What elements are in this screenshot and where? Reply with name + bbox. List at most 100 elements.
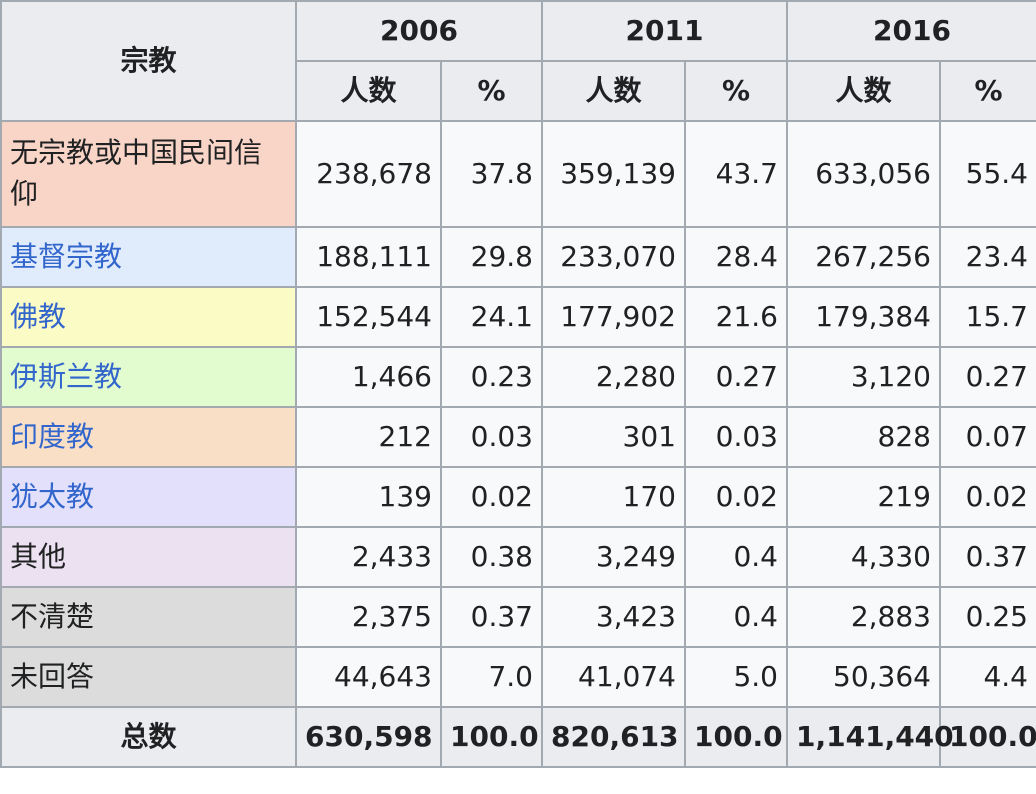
year-header-2016: 2016 <box>786 0 1036 62</box>
religion-cell[interactable]: 犹太教 <box>0 466 297 528</box>
count-2016-cell: 219 <box>786 466 941 528</box>
table-row: 未回答 44,643 7.0 41,074 5.0 50,364 4.4 <box>0 646 1036 708</box>
percent-2016-cell: 0.07 <box>939 406 1036 468</box>
total-count-2016: 1,141,440 <box>786 706 954 768</box>
count-2006-cell: 152,544 <box>295 286 442 348</box>
count-header: 人数 <box>295 60 442 122</box>
table-row: 其他 2,433 0.38 3,249 0.4 4,330 0.37 <box>0 526 1036 588</box>
percent-2011-cell: 0.27 <box>684 346 788 408</box>
percent-2006-cell: 0.37 <box>440 586 543 648</box>
count-2006-cell: 44,643 <box>295 646 442 708</box>
count-2016-cell: 2,883 <box>786 586 941 648</box>
religion-cell[interactable]: 印度教 <box>0 406 297 468</box>
count-2011-cell: 359,139 <box>541 120 686 228</box>
count-2006-cell: 139 <box>295 466 442 528</box>
percent-header: % <box>939 60 1036 122</box>
count-2011-cell: 170 <box>541 466 686 528</box>
religion-link[interactable]: 印度教 <box>10 419 95 453</box>
religion-link[interactable]: 佛教 <box>10 299 67 333</box>
table-row: 伊斯兰教 1,466 0.23 2,280 0.27 3,120 0.27 <box>0 346 1036 408</box>
percent-2006-cell: 7.0 <box>440 646 543 708</box>
count-2011-cell: 3,249 <box>541 526 686 588</box>
count-2016-cell: 50,364 <box>786 646 941 708</box>
religion-label: 未回答 <box>10 659 95 693</box>
table-row: 基督宗教 188,111 29.8 233,070 28.4 267,256 23.4 <box>0 226 1036 288</box>
total-count-2006: 630,598 <box>295 706 442 768</box>
percent-header: % <box>440 60 543 122</box>
percent-2011-cell: 0.4 <box>684 586 788 648</box>
count-header: 人数 <box>541 60 686 122</box>
percent-2016-cell: 0.25 <box>939 586 1036 648</box>
total-label: 总数 <box>0 706 297 768</box>
header-row-years: 宗教 2006 2011 2016 <box>0 0 1036 122</box>
percent-2011-cell: 28.4 <box>684 226 788 288</box>
percent-2011-cell: 43.7 <box>684 120 788 228</box>
percent-2016-cell: 0.27 <box>939 346 1036 408</box>
year-header-2011: 2011 <box>541 0 788 62</box>
religion-cell[interactable]: 佛教 <box>0 286 297 348</box>
percent-2006-cell: 0.02 <box>440 466 543 528</box>
percent-2016-cell: 0.37 <box>939 526 1036 588</box>
religion-cell[interactable]: 基督宗教 <box>0 226 297 288</box>
count-2006-cell: 2,433 <box>295 526 442 588</box>
religion-link[interactable]: 基督宗教 <box>10 239 123 273</box>
count-2011-cell: 3,423 <box>541 586 686 648</box>
religion-label: 无宗教或中国民间信仰 <box>10 136 263 210</box>
count-2016-cell: 3,120 <box>786 346 941 408</box>
table-row: 佛教 152,544 24.1 177,902 21.6 179,384 15.7 <box>0 286 1036 348</box>
religion-cell: 未回答 <box>0 646 297 708</box>
count-2016-cell: 179,384 <box>786 286 941 348</box>
religion-label: 其他 <box>10 539 67 573</box>
total-percent-2016: 100.0 <box>939 706 1036 768</box>
count-2016-cell: 4,330 <box>786 526 941 588</box>
religion-census-table: 宗教 2006 2011 2016 人数 % 人数 % 人数 % 无宗教或中国民… <box>0 0 1036 768</box>
percent-header: % <box>684 60 788 122</box>
count-header: 人数 <box>786 60 941 122</box>
count-2006-cell: 212 <box>295 406 442 468</box>
count-2016-cell: 828 <box>786 406 941 468</box>
percent-2016-cell: 4.4 <box>939 646 1036 708</box>
count-2011-cell: 2,280 <box>541 346 686 408</box>
percent-2011-cell: 0.02 <box>684 466 788 528</box>
table-row: 无宗教或中国民间信仰 238,678 37.8 359,139 43.7 633,056 5… <box>0 120 1036 228</box>
percent-2011-cell: 0.03 <box>684 406 788 468</box>
total-percent-2006: 100.0 <box>440 706 543 768</box>
count-2011-cell: 177,902 <box>541 286 686 348</box>
count-2011-cell: 301 <box>541 406 686 468</box>
percent-2016-cell: 0.02 <box>939 466 1036 528</box>
count-2011-cell: 233,070 <box>541 226 686 288</box>
percent-2006-cell: 0.03 <box>440 406 543 468</box>
percent-2016-cell: 23.4 <box>939 226 1036 288</box>
table-row: 犹太教 139 0.02 170 0.02 219 0.02 <box>0 466 1036 528</box>
total-percent-2011: 100.0 <box>684 706 788 768</box>
religion-cell: 无宗教或中国民间信仰 <box>0 120 297 228</box>
table-row: 印度教 212 0.03 301 0.03 828 0.07 <box>0 406 1036 468</box>
religion-cell: 其他 <box>0 526 297 588</box>
count-2006-cell: 238,678 <box>295 120 442 228</box>
percent-2011-cell: 0.4 <box>684 526 788 588</box>
religion-link[interactable]: 犹太教 <box>10 479 95 513</box>
count-2006-cell: 1,466 <box>295 346 442 408</box>
percent-2006-cell: 29.8 <box>440 226 543 288</box>
count-2006-cell: 2,375 <box>295 586 442 648</box>
percent-2016-cell: 55.4 <box>939 120 1036 228</box>
religion-cell: 不清楚 <box>0 586 297 648</box>
year-header-2006: 2006 <box>295 0 543 62</box>
percent-2006-cell: 0.23 <box>440 346 543 408</box>
count-2016-cell: 633,056 <box>786 120 941 228</box>
religion-label: 不清楚 <box>10 599 95 633</box>
religion-column-header: 宗教 <box>0 0 297 122</box>
header-row-subheaders: 人数 % 人数 % 人数 % <box>1 60 1036 122</box>
percent-2011-cell: 5.0 <box>684 646 788 708</box>
count-2006-cell: 188,111 <box>295 226 442 288</box>
percent-2006-cell: 37.8 <box>440 120 543 228</box>
total-count-2011: 820,613 <box>541 706 686 768</box>
table-body: 无宗教或中国民间信仰 238,678 37.8 359,139 43.7 633,056 5… <box>0 120 1036 708</box>
percent-2006-cell: 0.38 <box>440 526 543 588</box>
total-row: 总数 630,598 100.0 820,613 100.0 1,141,440… <box>0 706 1036 768</box>
percent-2016-cell: 15.7 <box>939 286 1036 348</box>
religion-cell[interactable]: 伊斯兰教 <box>0 346 297 408</box>
religion-link[interactable]: 伊斯兰教 <box>10 359 123 393</box>
percent-2006-cell: 24.1 <box>440 286 543 348</box>
percent-2011-cell: 21.6 <box>684 286 788 348</box>
